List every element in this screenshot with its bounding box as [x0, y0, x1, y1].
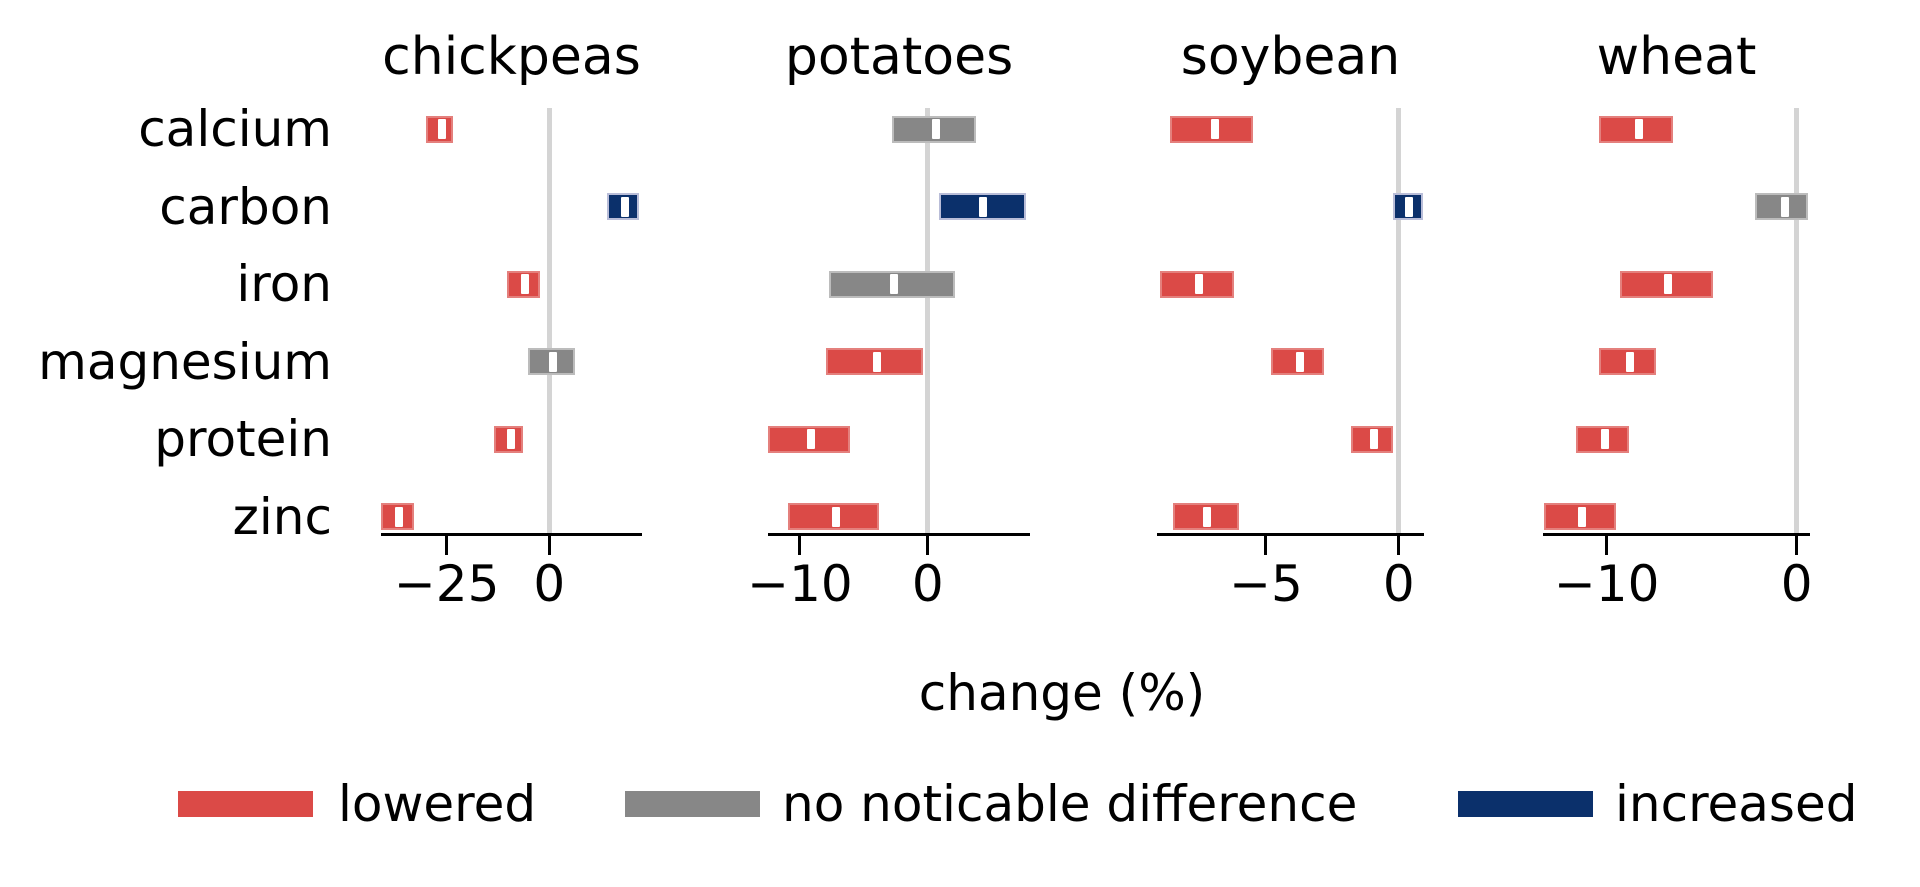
legend-swatch-lowered [178, 791, 313, 817]
median-tick-wheat-protein [1600, 429, 1609, 449]
legend-label-lowered: lowered [338, 775, 537, 833]
x-axis-tick-soybean [1397, 536, 1401, 555]
y-axis-label-iron: iron [236, 255, 332, 313]
box-soybean-iron [1159, 270, 1235, 298]
box-wheat-calcium [1599, 115, 1674, 143]
x-axis-tick-chickpeas [547, 536, 551, 555]
box-wheat-protein [1576, 425, 1630, 453]
x-axis-label: change (%) [918, 664, 1206, 722]
median-tick-wheat-carbon [1781, 196, 1790, 217]
x-axis-tick-chickpeas [445, 536, 449, 555]
x-axis-tick-wheat [1795, 536, 1799, 555]
median-tick-soybean-iron [1194, 274, 1203, 294]
median-tick-chickpeas-carbon [620, 196, 629, 217]
panel-title-potatoes: potatoes [784, 27, 1014, 87]
median-tick-potatoes-magnesium [873, 351, 882, 372]
median-tick-wheat-calcium [1635, 119, 1644, 139]
median-tick-potatoes-zinc [832, 506, 841, 527]
x-axis-tick-soybean [1264, 536, 1268, 555]
box-potatoes-carbon [939, 193, 1027, 220]
y-axis-label-protein: protein [154, 410, 332, 468]
box-wheat-iron [1619, 270, 1714, 298]
median-tick-chickpeas-magnesium [548, 351, 557, 372]
x-tick-label-soybean: 0 [1382, 555, 1415, 613]
box-chickpeas-calcium [426, 115, 453, 143]
y-axis-label-calcium: calcium [138, 100, 332, 158]
zero-reference-line-chickpeas [546, 108, 552, 533]
median-tick-soybean-magnesium [1295, 351, 1304, 372]
x-axis-tick-potatoes [926, 536, 930, 555]
box-wheat-carbon [1754, 193, 1809, 220]
legend-label-increased: increased [1615, 775, 1858, 833]
median-tick-soybean-protein [1370, 429, 1379, 449]
median-tick-potatoes-iron [889, 274, 898, 294]
x-tick-label-potatoes: 0 [911, 555, 944, 613]
box-soybean-carbon [1393, 193, 1423, 220]
x-axis-line-soybean [1157, 533, 1424, 536]
y-axis-label-carbon: carbon [159, 177, 332, 236]
box-chickpeas-iron [506, 270, 541, 298]
y-axis-label-magnesium: magnesium [38, 332, 332, 391]
x-axis-tick-wheat [1605, 536, 1609, 555]
y-axis-label-zinc: zinc [232, 487, 332, 546]
median-tick-soybean-carbon [1404, 196, 1413, 217]
median-tick-chickpeas-calcium [437, 119, 446, 139]
box-potatoes-calcium [891, 115, 977, 143]
x-tick-label-wheat: −10 [1553, 555, 1660, 613]
x-tick-label-potatoes: −10 [747, 555, 853, 613]
x-tick-label-wheat: 0 [1780, 555, 1813, 613]
box-chickpeas-zinc [381, 503, 414, 530]
panel-title-chickpeas: chickpeas [382, 27, 641, 87]
legend-label-no_difference: no noticable difference [782, 775, 1358, 833]
median-tick-wheat-iron [1663, 274, 1672, 294]
box-chickpeas-magnesium [527, 348, 575, 375]
x-axis-tick-potatoes [798, 536, 802, 555]
median-tick-soybean-calcium [1210, 119, 1219, 139]
median-tick-wheat-zinc [1578, 506, 1587, 527]
box-soybean-zinc [1172, 503, 1240, 530]
median-tick-chickpeas-iron [521, 274, 530, 294]
x-tick-label-chickpeas: 0 [533, 555, 566, 613]
box-potatoes-zinc [788, 503, 880, 530]
median-tick-potatoes-carbon [979, 196, 988, 217]
legend-swatch-increased [1458, 791, 1593, 817]
box-potatoes-iron [829, 270, 955, 298]
median-tick-potatoes-protein [806, 429, 815, 449]
box-chickpeas-carbon [606, 193, 639, 220]
x-tick-label-chickpeas: −25 [393, 555, 500, 613]
box-soybean-calcium [1170, 115, 1253, 143]
box-potatoes-protein [768, 425, 850, 453]
x-axis-line-chickpeas [381, 533, 642, 536]
box-potatoes-magnesium [825, 348, 923, 375]
x-tick-label-soybean: −5 [1229, 555, 1303, 613]
median-tick-soybean-zinc [1202, 506, 1211, 527]
median-tick-chickpeas-protein [506, 429, 515, 449]
panel-title-wheat: wheat [1596, 27, 1757, 87]
box-wheat-zinc [1543, 503, 1617, 530]
box-soybean-protein [1350, 425, 1394, 453]
zero-reference-line-potatoes [925, 108, 931, 533]
median-tick-potatoes-calcium [932, 119, 941, 139]
panel-title-soybean: soybean [1180, 27, 1401, 87]
box-wheat-magnesium [1599, 348, 1657, 375]
x-axis-line-wheat [1543, 533, 1810, 536]
zero-reference-line-soybean [1396, 108, 1402, 533]
median-tick-wheat-magnesium [1625, 351, 1634, 372]
x-axis-line-potatoes [768, 533, 1030, 536]
box-soybean-magnesium [1271, 348, 1325, 375]
box-chickpeas-protein [494, 425, 524, 453]
median-tick-chickpeas-zinc [395, 506, 403, 527]
zero-reference-line-wheat [1794, 108, 1800, 533]
legend-swatch-no_difference [625, 791, 760, 817]
